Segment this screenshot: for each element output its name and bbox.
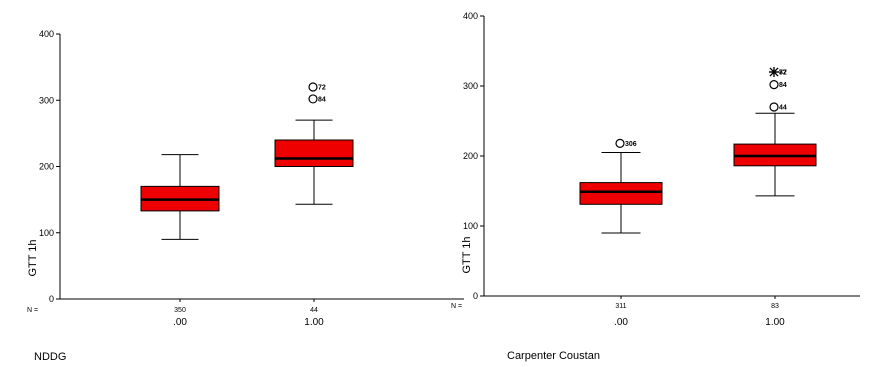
n-label: N = (27, 307, 38, 314)
box (274, 139, 354, 167)
outlier-label: 87 (779, 70, 787, 77)
n-count: 83 (771, 303, 779, 310)
category-label: .00 (173, 317, 187, 328)
n-count: 311 (615, 303, 626, 310)
n-count: 44 (310, 307, 318, 314)
outlier-label: 72 (779, 70, 787, 77)
outlier-label: 84 (779, 82, 787, 89)
y-axis-label: GTT 1h (461, 236, 473, 273)
outlier-circle-marker (615, 138, 625, 148)
outlier-label: 72 (318, 85, 326, 92)
outlier-circle-marker (308, 94, 318, 104)
y-tick-label: 300 (463, 81, 478, 91)
y-tick-label: 100 (463, 221, 478, 231)
y-tick-label: 200 (39, 162, 54, 172)
y-tick-label: 300 (39, 95, 54, 105)
outlier-circle-marker (769, 102, 779, 112)
y-tick-label: 400 (39, 29, 54, 39)
y-tick-label: 0 (473, 291, 478, 301)
category-label: 1.00 (304, 317, 324, 328)
y-tick-label: 400 (463, 11, 478, 21)
y-tick-label: 0 (49, 294, 54, 304)
n-count: 350 (174, 307, 186, 314)
y-tick-label: 100 (39, 228, 54, 238)
y-tick-label: 200 (463, 151, 478, 161)
y-axis-label: GTT 1h (27, 239, 39, 276)
outlier-circle-marker (769, 79, 779, 90)
n-label: N = (451, 303, 462, 310)
chart-title: NDDG (34, 351, 66, 363)
chart-panel-nddg: 0 100 200 300 400 GTT 1h N = 350 .00 72 84 44 1.00 ND… (27, 29, 464, 363)
outlier-circle-marker (308, 82, 318, 92)
chart-title: Carpenter Coustan (507, 350, 600, 362)
category-label: .00 (614, 317, 628, 328)
category-label: 1.00 (765, 317, 785, 328)
outlier-label: 306 (625, 141, 637, 148)
outlier-label: 84 (318, 96, 326, 103)
outlier-label: 44 (779, 105, 787, 112)
outlier-star-marker (769, 67, 779, 77)
box (579, 182, 663, 205)
